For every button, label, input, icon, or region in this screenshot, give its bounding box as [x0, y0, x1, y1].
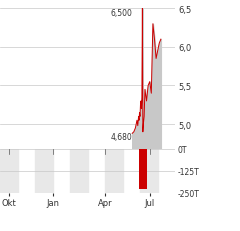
Bar [139, 149, 147, 189]
Bar [35, 149, 53, 193]
Bar [0, 149, 18, 193]
Bar [105, 149, 123, 193]
Text: 4,680: 4,680 [110, 133, 132, 141]
Bar [140, 149, 158, 193]
Bar [70, 149, 88, 193]
Text: 6,500: 6,500 [110, 9, 132, 18]
